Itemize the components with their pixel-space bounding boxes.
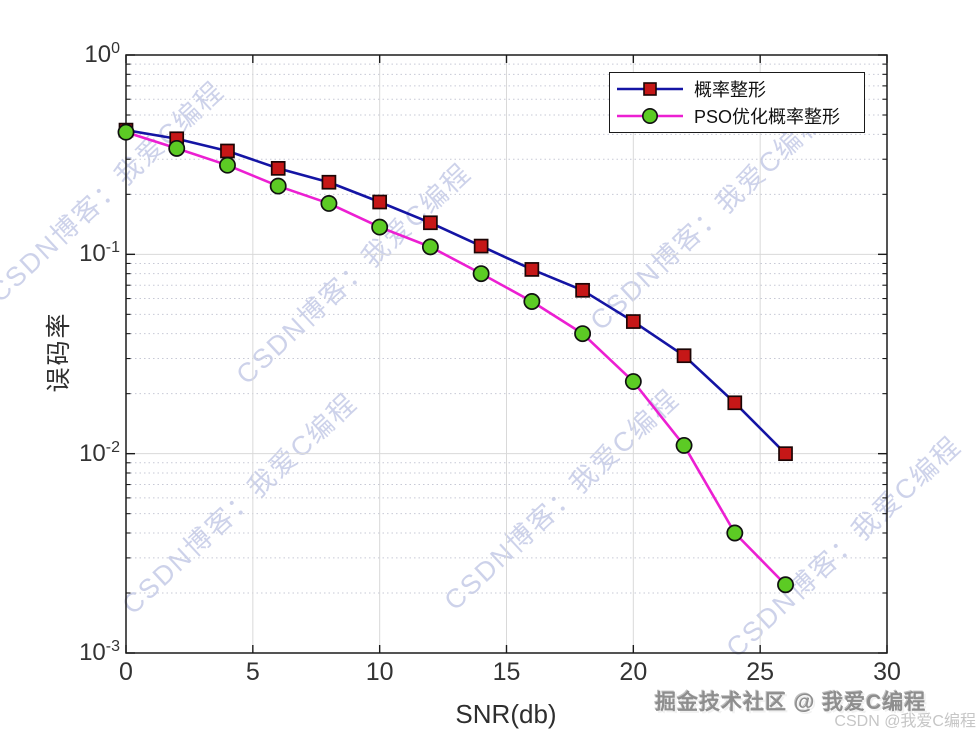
legend-line-marker-sample xyxy=(616,80,684,98)
series-marker-1 xyxy=(472,265,490,283)
series-marker-1 xyxy=(726,524,744,542)
juejin-watermark: 掘金技术社区 @ 我爱C编程 xyxy=(655,691,927,714)
series-marker-1 xyxy=(777,576,794,594)
series-marker-0 xyxy=(625,314,641,329)
series-marker-0 xyxy=(778,446,793,462)
legend-label: PSO优化概率整形 xyxy=(694,107,841,128)
series-marker-0 xyxy=(575,282,590,298)
series-marker-1 xyxy=(168,139,186,157)
legend-entry: 概率整形 xyxy=(610,76,864,102)
y-axis-title: 误码率 xyxy=(45,311,73,393)
series-marker-0 xyxy=(473,238,489,254)
legend-sample-svg xyxy=(617,108,683,125)
legend-line-marker-sample xyxy=(616,107,684,125)
series-marker-1 xyxy=(675,436,693,454)
series-marker-1 xyxy=(320,194,338,212)
csdn-watermark: CSDN @我爱C编程 xyxy=(834,713,976,730)
series-line-0 xyxy=(125,128,787,455)
series-marker-1 xyxy=(371,218,389,236)
series-marker-0 xyxy=(524,262,540,277)
legend-label: 概率整形 xyxy=(694,79,766,100)
series-marker-0 xyxy=(676,348,692,364)
legend: 概率整形 PSO优化概率整形 xyxy=(609,72,865,133)
legend-entry: PSO优化概率整形 xyxy=(610,103,864,129)
series-marker-1 xyxy=(219,156,236,174)
series-marker-1 xyxy=(523,293,541,310)
series-marker-0 xyxy=(270,160,286,176)
series-line-1 xyxy=(125,130,787,586)
series-marker-1 xyxy=(117,123,135,141)
series-marker-0 xyxy=(321,174,337,190)
series-marker-0 xyxy=(220,143,235,159)
series-marker-0 xyxy=(423,215,438,231)
x-axis-title: SNR(db) xyxy=(455,699,557,729)
series-marker-1 xyxy=(269,177,287,195)
series-marker-1 xyxy=(624,373,642,391)
legend-sample-svg xyxy=(617,81,683,96)
series-marker-0 xyxy=(727,395,743,411)
series-marker-0 xyxy=(372,194,388,210)
series-marker-1 xyxy=(421,238,439,256)
series-marker-1 xyxy=(574,325,592,343)
